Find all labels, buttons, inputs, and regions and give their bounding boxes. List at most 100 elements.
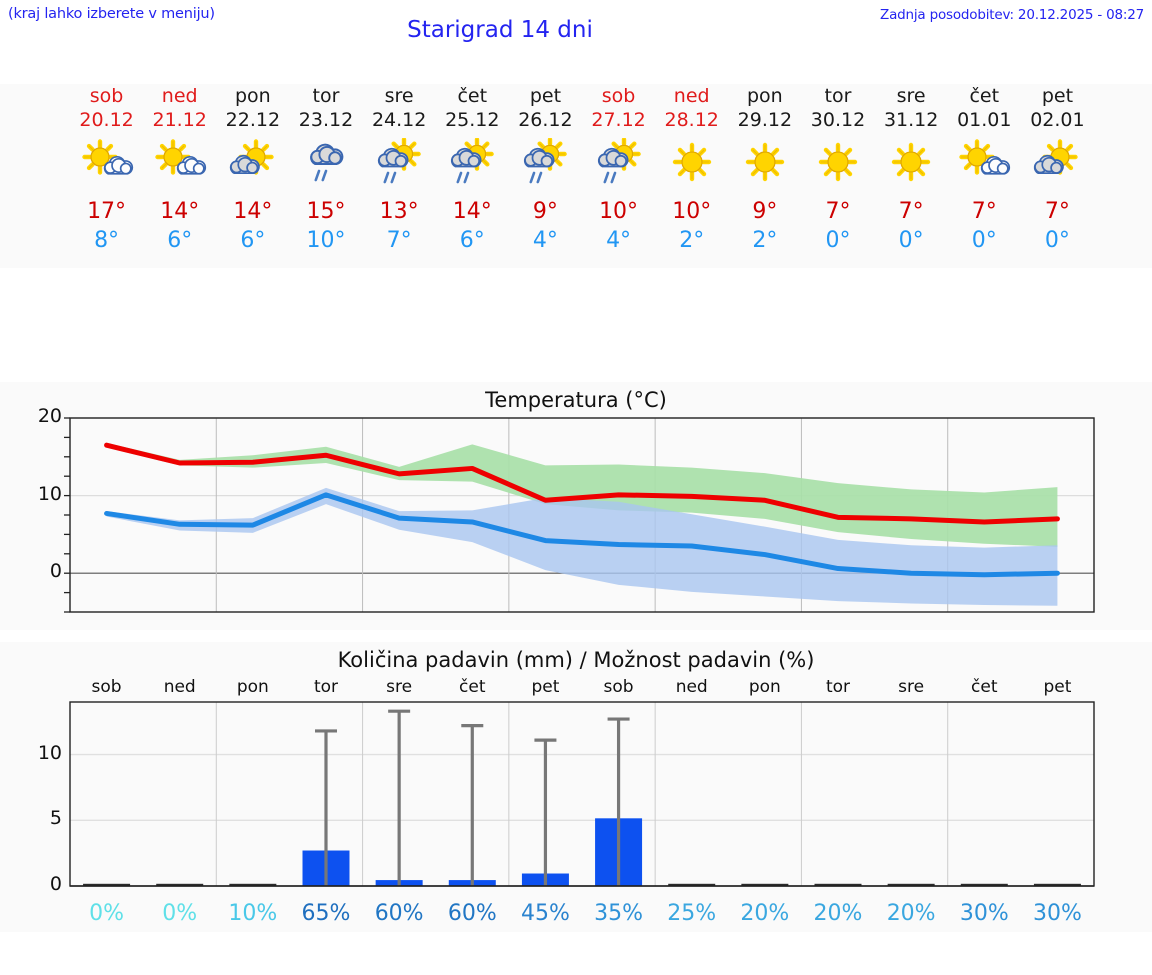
precipitation-probability: 35% [594,901,644,926]
precipitation-probability: 60% [374,901,424,926]
max-temperature: 9° [752,199,778,224]
max-temperature: 10° [599,199,639,224]
max-temperature: 7° [898,199,924,224]
precipitation-day-label: tor [825,677,851,697]
precipitation-probability: 65% [301,901,351,926]
cloud-sun-rain-icon [433,135,511,191]
day-date: 22.12 [225,109,281,131]
precipitation-day-label: čet [971,677,998,697]
day-column[interactable]: pet 26.12 9° 4° [506,84,584,255]
day-date: 29.12 [737,109,793,131]
day-column[interactable]: pon 22.12 14° 6° [214,84,292,255]
cloud-sun-rain-icon [506,135,584,191]
day-of-week: ned [161,85,198,107]
day-column[interactable]: pon 29.12 9° 2° [726,84,804,255]
cloud-sun-rain-icon [360,135,438,191]
precipitation-day-label: pon [236,677,269,697]
temperature-chart [64,417,1095,613]
menu-hint: (kraj lahko izberete v meniju) [8,6,215,22]
day-date: 26.12 [518,109,573,131]
day-date: 24.12 [371,109,427,131]
precipitation-day-label: tor [313,677,339,697]
day-of-week: sre [384,85,414,107]
precipitation-chart [69,701,1095,887]
day-column[interactable]: sob 20.12 17° 8° [68,84,146,255]
sun-icon [726,135,804,191]
day-date: 27.12 [591,109,646,131]
day-column[interactable]: čet 25.12 14° 6° [433,84,511,255]
day-column[interactable]: sre 24.12 13° 7° [360,84,438,255]
day-column[interactable]: ned 21.12 14° 6° [141,84,219,255]
day-date: 21.12 [152,109,207,131]
precipitation-probability: 20% [813,901,863,926]
daily-forecast-strip: sob 20.12 17° 8° ned 21.12 14° 6° pon 22.12 14° 6° t… [0,84,1152,268]
day-date: 31.12 [883,109,939,131]
temperature-y-tick: 10 [37,482,62,505]
page-header: (kraj lahko izberete v meniju) Starigrad… [0,0,1152,60]
precipitation-day-label: pet [531,677,560,697]
sun-icon [799,135,877,191]
precipitation-probability: 0% [162,901,198,926]
max-temperature: 13° [379,199,419,224]
cloud-sun-icon [214,135,292,191]
sun-icon [653,135,731,191]
sun-cloud-icon [141,135,219,191]
precipitation-probability: 45% [520,901,570,926]
precipitation-day-label: ned [675,677,708,697]
precipitation-y-tick: 5 [49,807,62,830]
min-temperature: 0° [1044,228,1070,253]
day-of-week: ned [673,85,710,107]
day-column[interactable]: sob 27.12 10° 4° [580,84,658,255]
day-column[interactable]: čet 01.01 7° 0° [945,84,1023,255]
day-date: 30.12 [810,109,866,131]
max-temperature: 15° [306,199,346,224]
precipitation-day-label: ned [163,677,196,697]
min-temperature: 0° [825,228,851,253]
min-temperature: 6° [167,228,193,253]
precipitation-day-label: pon [748,677,781,697]
max-temperature: 7° [971,199,997,224]
day-of-week: tor [312,85,340,107]
page-title: Starigrad 14 dni [407,17,593,43]
min-temperature: 6° [240,228,266,253]
day-of-week: čet [457,85,488,107]
temperature-y-tick: 20 [37,405,62,427]
max-temperature: 14° [233,199,273,224]
precipitation-probability: 20% [886,901,936,926]
day-column[interactable]: ned 28.12 10° 2° [653,84,731,255]
max-temperature: 10° [672,199,712,224]
temperature-y-tick: 0 [49,560,62,583]
precipitation-y-tick: 0 [49,873,62,895]
min-temperature: 4° [606,228,632,253]
precipitation-day-label: pet [1043,677,1072,697]
precipitation-probability: 30% [959,901,1009,926]
min-temperature: 4° [532,228,558,253]
day-of-week: sob [601,85,636,107]
day-column[interactable]: pet 02.01 7° 0° [1018,84,1096,255]
sun-cloud-icon [945,135,1023,191]
precipitation-probability: 10% [228,901,278,926]
precipitation-probability: 60% [447,901,497,926]
day-of-week: pet [529,85,562,107]
min-temperature: 6° [459,228,485,253]
day-column[interactable]: tor 30.12 7° 0° [799,84,877,255]
cloud-sun-icon [1018,135,1096,191]
day-date: 02.01 [1030,109,1085,131]
sun-icon [872,135,950,191]
max-temperature: 7° [1044,199,1070,224]
min-temperature: 8° [94,228,120,253]
day-column[interactable]: sre 31.12 7° 0° [872,84,950,255]
precipitation-probability: 30% [1032,901,1082,926]
precipitation-day-label: sre [898,677,925,697]
last-updated: Zadnja posodobitev: 20.12.2025 - 08:27 [880,7,1144,23]
day-date: 28.12 [664,109,719,131]
precipitation-chart-title: Količina padavin (mm) / Možnost padavin … [337,648,815,672]
day-column[interactable]: tor 23.12 15° 10° [287,84,365,255]
min-temperature: 7° [386,228,412,253]
sun-cloud-icon [68,135,146,191]
day-of-week: tor [824,85,852,107]
min-temperature: 0° [971,228,997,253]
precipitation-day-label: čet [459,677,486,697]
day-date: 20.12 [79,109,134,131]
day-date: 01.01 [957,109,1012,131]
